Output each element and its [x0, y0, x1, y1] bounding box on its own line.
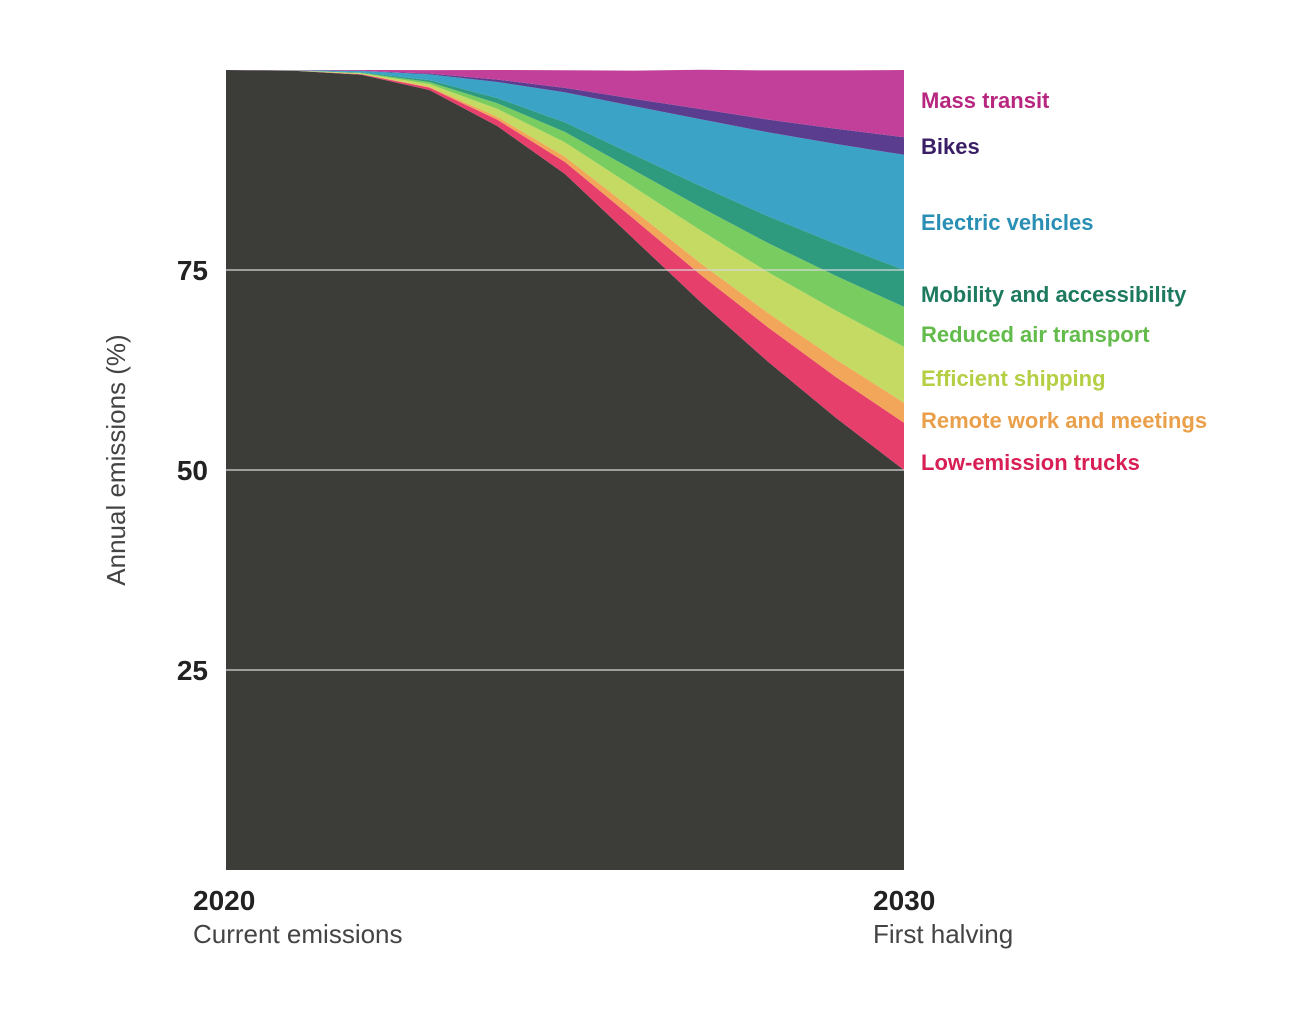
label-mass-transit: Mass transit [921, 88, 1050, 113]
x-label-2030: 2030 [873, 885, 935, 916]
label-reduced-air-transport: Reduced air transport [921, 322, 1150, 347]
area-electric-vehicles [226, 70, 904, 270]
y-tick-25: 25 [177, 655, 208, 686]
label-mobility-and-accessibility: Mobility and accessibility [921, 282, 1187, 307]
label-bikes: Bikes [921, 134, 980, 159]
area-mass-transit [226, 69, 904, 138]
x-sublabel-2020: Current emissions [193, 919, 403, 949]
gridlines [226, 269, 904, 671]
series-labels: Low-emission trucks Remote work and meeti… [921, 88, 1207, 475]
y-axis-label: Annual emissions (%) [101, 334, 131, 585]
y-tick-50: 50 [177, 455, 208, 486]
label-electric-vehicles: Electric vehicles [921, 210, 1093, 235]
x-label-2020: 2020 [193, 885, 255, 916]
label-remote-work-and-meetings: Remote work and meetings [921, 408, 1207, 433]
y-tick-75: 75 [177, 255, 208, 286]
label-low-emission-trucks: Low-emission trucks [921, 450, 1140, 475]
x-sublabel-2030: First halving [873, 919, 1013, 949]
label-efficient-shipping: Efficient shipping [921, 366, 1106, 391]
